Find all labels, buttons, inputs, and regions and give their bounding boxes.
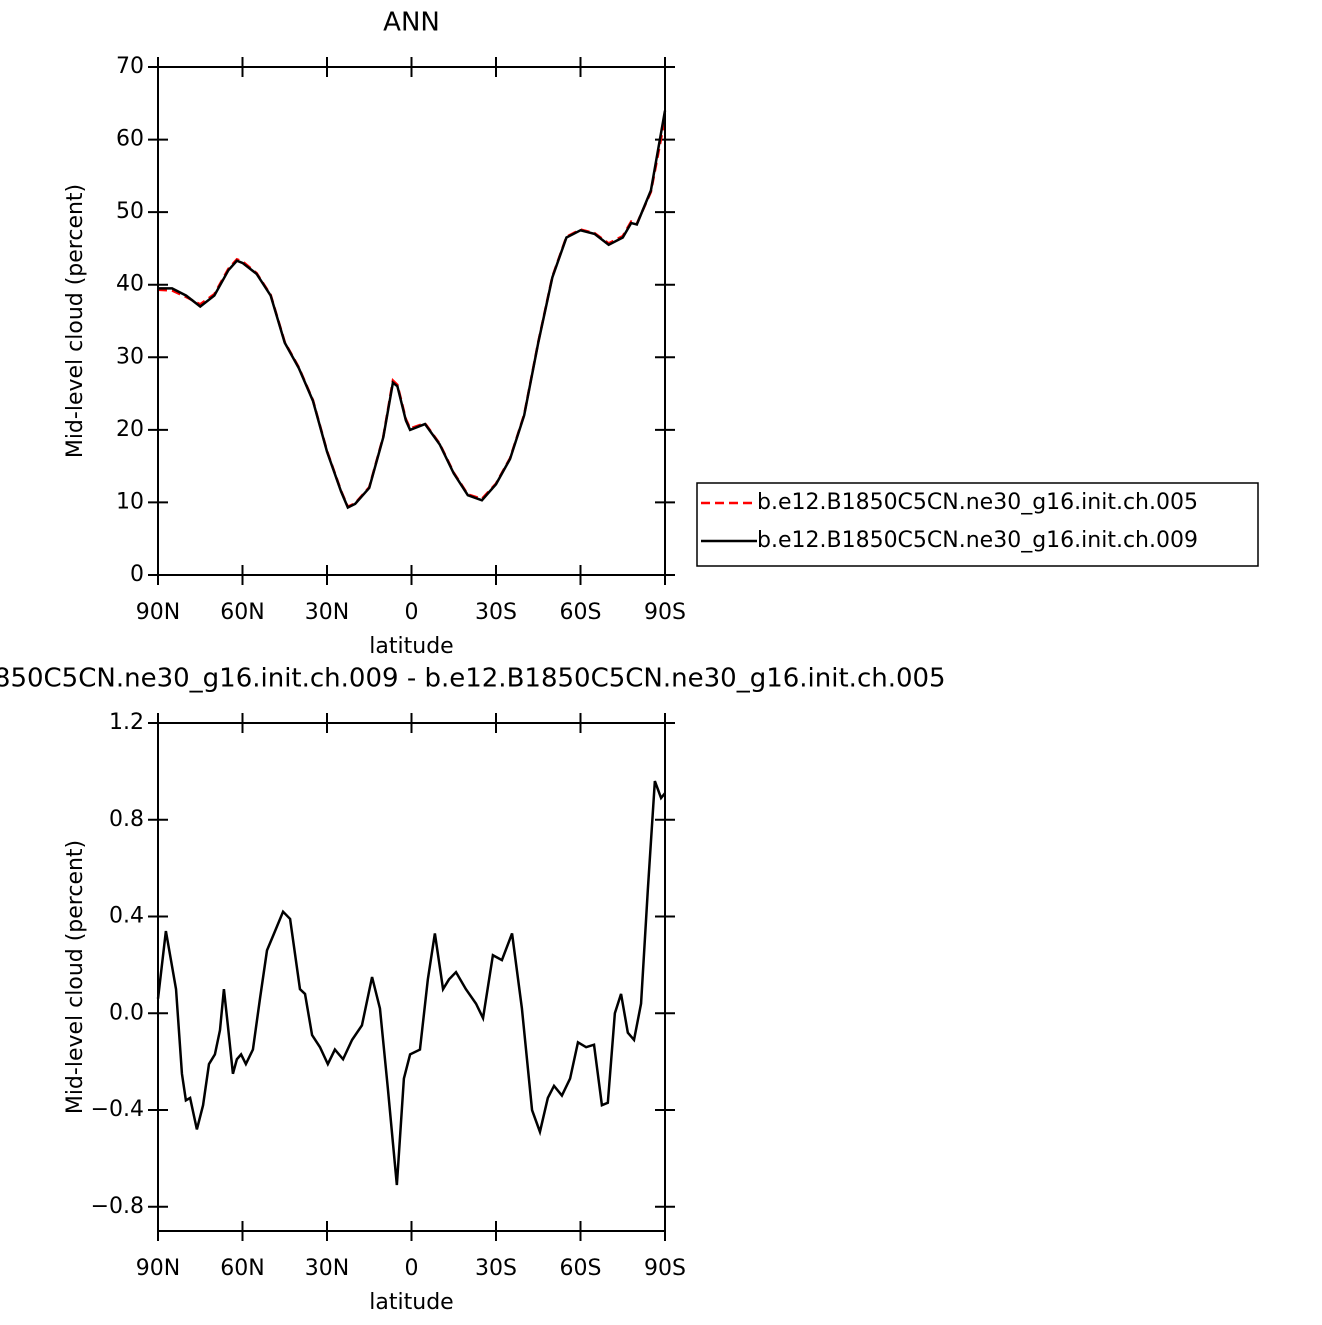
x-tick-label: 30S [475,600,517,625]
y-tick-label: 50 [116,199,144,224]
x-tick-label: 60S [560,1256,602,1281]
y-tick-label: 10 [116,489,144,514]
y-tick-label: 40 [116,272,144,297]
x-tick-label: 90S [644,1256,686,1281]
x-tick-label: 90N [136,1256,180,1281]
x-tick-label: 0 [405,600,419,625]
y-tick-label: 1.2 [109,710,144,735]
y-tick-label: 0.0 [109,1000,144,1025]
x-tick-label: 30N [305,1256,349,1281]
y-tick-label: −0.4 [91,1097,144,1122]
x-tick-label: 90N [136,600,180,625]
chart-title: ANN [383,8,440,38]
x-tick-label: 60S [560,600,602,625]
y-tick-label: 0.4 [109,904,144,929]
y-tick-label: 20 [116,417,144,442]
plot-frame [157,722,666,1232]
x-tick-label: 30N [305,600,349,625]
y-tick-label: 30 [116,344,144,369]
chart-title: b.e12.B1850C5CN.ne30_g16.init.ch.009 - b… [0,664,946,694]
legend-box [696,482,1259,567]
data-line [157,117,667,509]
legend-label: b.e12.B1850C5CN.ne30_g16.init.ch.005 [757,490,1198,515]
y-tick-label: 0.8 [109,807,144,832]
x-tick-label: 0 [405,1256,419,1281]
x-tick-label: 60N [220,1256,264,1281]
x-tick-label: 30S [475,1256,517,1281]
legend-label: b.e12.B1850C5CN.ne30_g16.init.ch.009 [757,528,1198,553]
y-tick-label: 60 [116,127,144,152]
y-axis-label: Mid-level cloud (percent) [63,840,88,1114]
data-line [158,110,667,510]
y-axis-label: Mid-level cloud (percent) [63,184,88,458]
y-tick-label: 70 [116,54,144,79]
y-tick-label: 0 [130,562,144,587]
x-tick-label: 60N [220,600,264,625]
x-tick-label: 90S [644,600,686,625]
plot-frame [157,66,666,576]
x-axis-label: latitude [369,1290,453,1315]
y-tick-label: −0.8 [91,1194,144,1219]
data-line [156,780,666,1186]
x-axis-label: latitude [369,634,453,659]
